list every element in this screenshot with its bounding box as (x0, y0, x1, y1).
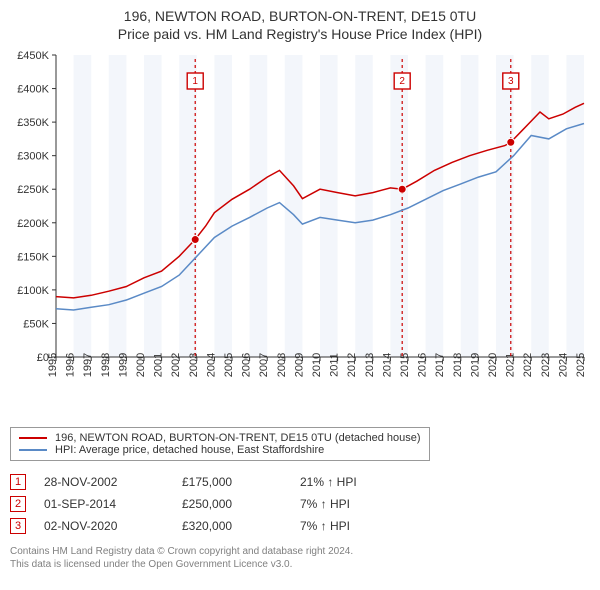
sale-row-date: 02-NOV-2020 (44, 519, 164, 533)
year-band (355, 55, 373, 357)
sale-marker-dot (191, 236, 199, 244)
sale-marker-badge-number: 1 (192, 76, 198, 87)
x-tick-label: 2023 (540, 353, 552, 377)
sale-marker-badge-number: 3 (508, 76, 514, 87)
sales-marker-table: 1 28-NOV-2002 £175,000 21% ↑ HPI 2 01-SEP-201… (10, 471, 590, 537)
year-band (109, 55, 127, 357)
sale-row-date: 28-NOV-2002 (44, 475, 164, 489)
x-tick-label: 2007 (258, 353, 270, 377)
x-tick-label: 2001 (153, 353, 165, 377)
x-tick-label: 2000 (135, 353, 147, 377)
x-tick-label: 2018 (452, 353, 464, 377)
y-tick-label: £350K (17, 117, 49, 129)
sale-row-date: 01-SEP-2014 (44, 497, 164, 511)
chart-legend: 196, NEWTON ROAD, BURTON-ON-TRENT, DE15 … (10, 427, 430, 461)
sale-row-price: £320,000 (182, 519, 282, 533)
sale-row-badge: 3 (10, 518, 26, 534)
sale-row: 3 02-NOV-2020 £320,000 7% ↑ HPI (10, 515, 590, 537)
year-band (531, 55, 549, 357)
year-band (461, 55, 479, 357)
x-tick-label: 1996 (65, 353, 77, 377)
x-tick-label: 2021 (505, 353, 517, 377)
x-tick-label: 2016 (417, 353, 429, 377)
x-tick-label: 2004 (205, 353, 217, 377)
sale-row-price: £250,000 (182, 497, 282, 511)
y-tick-label: £150K (17, 251, 49, 263)
x-tick-label: 1995 (47, 353, 59, 377)
footnote-line1: Contains HM Land Registry data © Crown c… (10, 545, 590, 558)
x-tick-label: 2019 (469, 353, 481, 377)
x-tick-label: 1997 (82, 353, 94, 377)
legend-label: 196, NEWTON ROAD, BURTON-ON-TRENT, DE15 … (55, 432, 421, 444)
x-tick-label: 2006 (241, 353, 253, 377)
legend-swatch (19, 449, 47, 451)
year-band (250, 55, 268, 357)
y-tick-label: £300K (17, 151, 49, 163)
sale-marker-dot (507, 138, 515, 146)
chart-title-block: 196, NEWTON ROAD, BURTON-ON-TRENT, DE15 … (10, 8, 590, 43)
x-tick-label: 2017 (434, 353, 446, 377)
chart-title-line2: Price paid vs. HM Land Registry's House … (10, 26, 590, 44)
sale-marker-dot (398, 185, 406, 193)
y-tick-label: £50K (23, 318, 49, 330)
sale-row-price: £175,000 (182, 475, 282, 489)
footnote-line2: This data is licensed under the Open Gov… (10, 558, 590, 571)
year-band (390, 55, 408, 357)
x-tick-label: 2013 (364, 353, 376, 377)
year-band (74, 55, 92, 357)
sale-row-vs-hpi: 7% ↑ HPI (300, 519, 420, 533)
year-band (179, 55, 197, 357)
price-chart: £0£50K£100K£150K£200K£250K£300K£350K£400… (10, 49, 590, 419)
y-tick-label: £200K (17, 218, 49, 230)
x-tick-label: 2008 (276, 353, 288, 377)
sale-row: 1 28-NOV-2002 £175,000 21% ↑ HPI (10, 471, 590, 493)
x-tick-label: 2010 (311, 353, 323, 377)
year-band (144, 55, 162, 357)
year-band (320, 55, 338, 357)
sale-row-badge: 2 (10, 496, 26, 512)
x-tick-label: 2020 (487, 353, 499, 377)
x-tick-label: 2002 (170, 353, 182, 377)
year-band (426, 55, 444, 357)
chart-svg: £0£50K£100K£150K£200K£250K£300K£350K£400… (10, 49, 590, 419)
sale-marker-badge-number: 2 (399, 76, 405, 87)
x-tick-label: 2015 (399, 353, 411, 377)
x-tick-label: 1999 (117, 353, 129, 377)
chart-title-line1: 196, NEWTON ROAD, BURTON-ON-TRENT, DE15 … (10, 8, 590, 26)
y-tick-label: £400K (17, 84, 49, 96)
legend-item: 196, NEWTON ROAD, BURTON-ON-TRENT, DE15 … (19, 432, 421, 444)
y-tick-label: £100K (17, 285, 49, 297)
x-tick-label: 2003 (188, 353, 200, 377)
sale-row-vs-hpi: 21% ↑ HPI (300, 475, 420, 489)
attribution-footnote: Contains HM Land Registry data © Crown c… (10, 545, 590, 571)
year-band (285, 55, 303, 357)
x-tick-label: 2012 (346, 353, 358, 377)
x-tick-label: 2022 (522, 353, 534, 377)
x-tick-label: 1998 (100, 353, 112, 377)
sale-row-badge: 1 (10, 474, 26, 490)
y-tick-label: £450K (17, 50, 49, 62)
x-tick-label: 2009 (293, 353, 305, 377)
sale-row: 2 01-SEP-2014 £250,000 7% ↑ HPI (10, 493, 590, 515)
legend-label: HPI: Average price, detached house, East… (55, 444, 324, 456)
x-tick-label: 2005 (223, 353, 235, 377)
legend-item: HPI: Average price, detached house, East… (19, 444, 421, 456)
sale-row-vs-hpi: 7% ↑ HPI (300, 497, 420, 511)
x-tick-label: 2025 (575, 353, 587, 377)
year-band (566, 55, 584, 357)
legend-swatch (19, 437, 47, 439)
y-tick-label: £250K (17, 184, 49, 196)
x-tick-label: 2014 (381, 353, 393, 377)
x-tick-label: 2024 (557, 353, 569, 377)
